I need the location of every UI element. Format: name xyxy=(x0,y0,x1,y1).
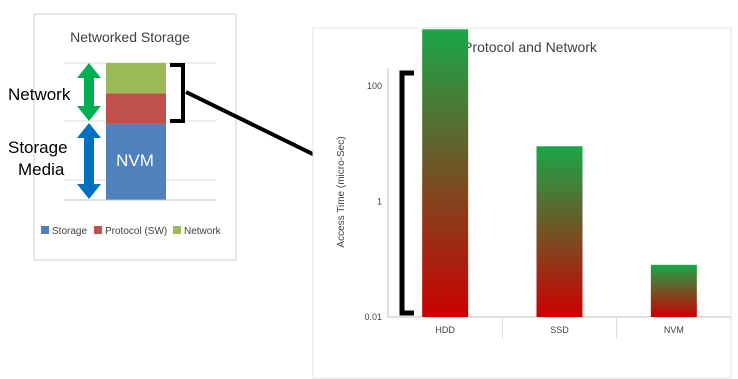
left-chart: Networked Storage NVM Network Storage Me… xyxy=(8,13,237,261)
network-label: Network xyxy=(8,85,71,104)
stacked-segment-network xyxy=(106,63,166,94)
stacked-segment-storage xyxy=(106,123,166,200)
storage-media-label-line2: Media xyxy=(18,160,65,179)
y-tick-label: 1 xyxy=(377,196,382,206)
storage-media-label-line1: Storage xyxy=(8,138,68,157)
right-chart-title: Protocol and Network xyxy=(463,39,598,55)
network-double-arrow xyxy=(77,63,101,121)
right-chart: Protocol and Network Access Time (micro-… xyxy=(312,27,732,379)
storage-double-arrow xyxy=(77,123,101,199)
y-axis-label: Access Time (micro-Sec) xyxy=(336,136,347,247)
right-chart-frame xyxy=(312,27,732,379)
stacked-bar xyxy=(106,63,166,200)
x-tick-label: SSD xyxy=(550,325,569,335)
bar-ssd xyxy=(536,146,583,317)
x-tick-label: HDD xyxy=(435,325,455,335)
legend-swatch-protocol xyxy=(94,226,102,234)
legend-label-network: Network xyxy=(184,226,222,237)
legend-label-protocol: Protocol (SW) xyxy=(105,226,167,237)
x-tick-label: NVM xyxy=(664,325,684,335)
right-bars xyxy=(422,29,697,318)
bar-hdd xyxy=(422,29,469,318)
network-bracket xyxy=(170,63,185,123)
legend-swatch-network xyxy=(173,226,181,234)
y-tick-label: 100 xyxy=(367,81,382,91)
stacked-segment-protocol xyxy=(106,93,166,124)
legend-swatch-storage xyxy=(41,226,49,234)
bar-nvm xyxy=(650,264,697,317)
y-tick-label: 0.01 xyxy=(364,312,382,322)
left-chart-title: Networked Storage xyxy=(70,29,190,45)
left-legend: Storage Protocol (SW) Network xyxy=(41,226,222,237)
bar-label-nvm: NVM xyxy=(116,151,154,170)
protocol-bracket xyxy=(399,70,414,316)
legend-label-storage: Storage xyxy=(52,226,87,237)
